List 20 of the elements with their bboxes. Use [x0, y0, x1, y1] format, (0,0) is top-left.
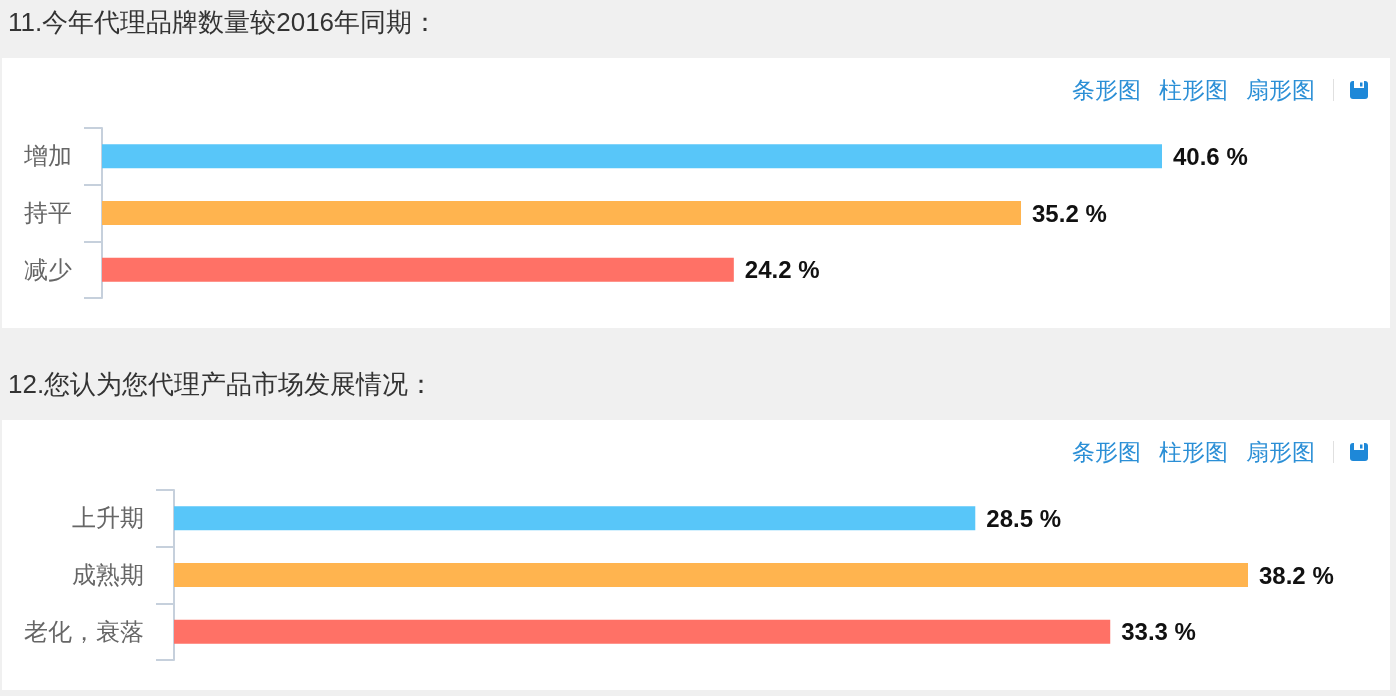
data-label: 33.3 % — [1121, 618, 1196, 646]
data-label: 38.2 % — [1259, 561, 1334, 589]
text: 柱形图 — [1159, 437, 1228, 467]
text: 扇形图 — [1246, 437, 1315, 467]
data-label: 24.2 % — [744, 256, 820, 284]
data-label: 28.5 % — [986, 504, 1061, 532]
chart-title: 11.今年代理品牌数量较2016年同期： — [8, 6, 439, 39]
y-tick-label: 减少 — [24, 256, 72, 283]
y-tick-label: 老化，衰落 — [24, 618, 144, 645]
text: 条形图 — [1072, 75, 1141, 105]
text: 扇形图 — [1246, 75, 1315, 105]
data-label: 35.2 % — [1032, 199, 1107, 227]
y-tick-label: 成熟期 — [72, 562, 144, 588]
data-label: 40.6 % — [1173, 142, 1248, 170]
y-tick-label: 增加 — [23, 143, 72, 170]
text: 条形图 — [1072, 437, 1141, 467]
y-tick-label: 持平 — [24, 200, 72, 226]
chart-title: 12.您认为您代理产品市场发展情况： — [8, 368, 435, 401]
text: 柱形图 — [1159, 75, 1228, 105]
y-tick-label: 上升期 — [72, 505, 144, 532]
